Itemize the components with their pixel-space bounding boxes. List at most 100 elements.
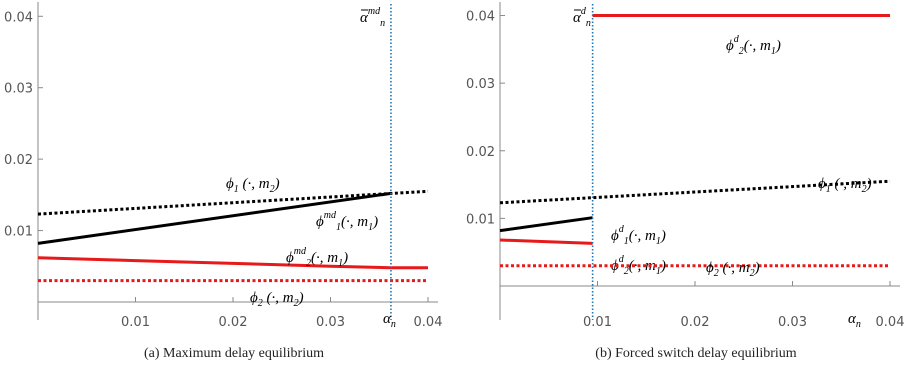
- series-label: ϕd2​(·, m1​): [726, 34, 781, 57]
- label-part: md: [324, 210, 337, 221]
- label-part: ): [660, 228, 666, 244]
- series-label: ϕd1​(·, m1​): [611, 224, 666, 247]
- label-part: ): [866, 176, 872, 192]
- label-part: ϕ: [818, 176, 826, 192]
- label-part: md: [368, 6, 381, 17]
- series-label: ϕd2​(·, m1​): [611, 254, 666, 277]
- label-part: 1: [234, 184, 239, 195]
- label-part: d: [734, 34, 740, 45]
- caption: (a) Maximum delay equilibrium: [144, 346, 324, 361]
- threshold-label: αmdn​: [360, 6, 385, 29]
- label-part: (·, m: [239, 176, 270, 192]
- series-label: ϕ1​ (·, m2​): [818, 176, 872, 195]
- x-tick-label: 0.04: [876, 315, 905, 330]
- y-tick-label: 0.04: [4, 10, 33, 25]
- label-part: 2: [624, 266, 629, 277]
- label-part: ): [775, 38, 781, 54]
- y-tick-label: 0.01: [466, 212, 495, 227]
- panel-a: 0.01 0.02 0.03 0.04 0.01 0.02 0.03 0.04 ϕ1​ (·, …: [4, 2, 442, 361]
- label-part: 2: [750, 268, 755, 279]
- series-label: ϕ2​ (·, m2​): [706, 260, 760, 279]
- label-part: n: [380, 18, 385, 29]
- label-part: α: [383, 311, 392, 327]
- series-label: ϕmd2​(·, m1​): [286, 246, 348, 269]
- x-tick-label: 0.04: [414, 315, 443, 330]
- label-part: 1: [771, 46, 776, 57]
- x-axis-label: αn​: [383, 311, 396, 330]
- label-part: 1: [624, 236, 629, 247]
- label-part: 1: [368, 222, 373, 233]
- x-tick-label: 0.02: [681, 315, 710, 330]
- y-tick-label: 0.02: [4, 153, 33, 168]
- label-part: n: [856, 319, 861, 330]
- label-part: ϕ: [226, 176, 234, 192]
- label-part: 2: [739, 46, 744, 57]
- label-part: 2: [258, 298, 263, 309]
- label-part: ): [274, 176, 280, 192]
- series-label: ϕ2​ (·, m2​): [250, 290, 304, 309]
- series-label: ϕ1​ (·, m2​): [226, 176, 280, 195]
- x-tick-label: 0.02: [219, 315, 248, 330]
- x-axis-label: αn​: [848, 311, 861, 330]
- label-part: n: [586, 18, 591, 29]
- label-part: ): [754, 260, 760, 276]
- x-tick-label: 0.03: [778, 315, 807, 330]
- label-part: 1: [826, 184, 831, 195]
- series-line: [499, 179, 891, 205]
- label-part: ): [342, 250, 348, 266]
- series-line: [499, 216, 593, 233]
- label-part: ϕ: [726, 38, 734, 54]
- label-part: (·, m: [629, 228, 656, 244]
- threshold-label: αdn​: [573, 6, 591, 29]
- label-part: 1: [656, 236, 661, 247]
- label-part: 2: [294, 298, 299, 309]
- label-part: ϕ: [706, 260, 714, 276]
- label-part: 2: [714, 268, 719, 279]
- series-line: [37, 256, 428, 270]
- label-part: 2: [306, 258, 311, 269]
- label-part: (·, m: [311, 250, 338, 266]
- label-part: d: [581, 6, 587, 17]
- label-part: ϕ: [611, 228, 619, 244]
- label-part: d: [619, 224, 625, 235]
- label-part: ): [298, 290, 304, 306]
- y-tick-label: 0.02: [466, 145, 495, 160]
- label-part: ϕ: [611, 258, 619, 274]
- y-tick-label: 0.04: [466, 10, 495, 25]
- label-part: (·, m: [719, 260, 750, 276]
- panel-b: 0.01 0.02 0.03 0.04 0.01 0.02 0.03 0.04 ϕd2​(·, …: [466, 2, 904, 361]
- label-part: ϕ: [316, 214, 324, 230]
- y-tick-label: 0.03: [466, 77, 495, 92]
- label-part: (·, m: [263, 290, 294, 306]
- label-part: 2: [270, 184, 275, 195]
- label-part: (·, m: [341, 214, 368, 230]
- series-label: ϕmd1​(·, m1​): [316, 210, 378, 233]
- label-part: 1: [656, 266, 661, 277]
- x-tick-label: 0.03: [316, 315, 345, 330]
- label-part: (·, m: [629, 258, 656, 274]
- x-tick-label: 0.01: [583, 315, 612, 330]
- label-part: ϕ: [250, 290, 258, 306]
- label-part: 1: [336, 222, 341, 233]
- label-part: 1: [338, 258, 343, 269]
- label-part: ): [372, 214, 378, 230]
- label-part: ): [660, 258, 666, 274]
- series-line: [37, 189, 429, 216]
- label-part: (·, m: [831, 176, 862, 192]
- label-part: md: [294, 246, 307, 257]
- series-line: [499, 238, 593, 245]
- y-tick-label: 0.01: [4, 225, 33, 240]
- label-part: (·, m: [744, 38, 771, 54]
- y-tick-label: 0.03: [4, 82, 33, 97]
- label-part: α: [573, 10, 582, 26]
- caption: (b) Forced switch delay equilibrium: [595, 346, 797, 361]
- x-tick-label: 0.01: [121, 315, 150, 330]
- series-line: [37, 191, 392, 245]
- label-part: 2: [862, 184, 867, 195]
- label-part: α: [360, 10, 369, 26]
- label-part: α: [848, 311, 857, 327]
- label-part: ϕ: [286, 250, 294, 266]
- label-part: n: [391, 319, 396, 330]
- label-part: d: [619, 254, 625, 265]
